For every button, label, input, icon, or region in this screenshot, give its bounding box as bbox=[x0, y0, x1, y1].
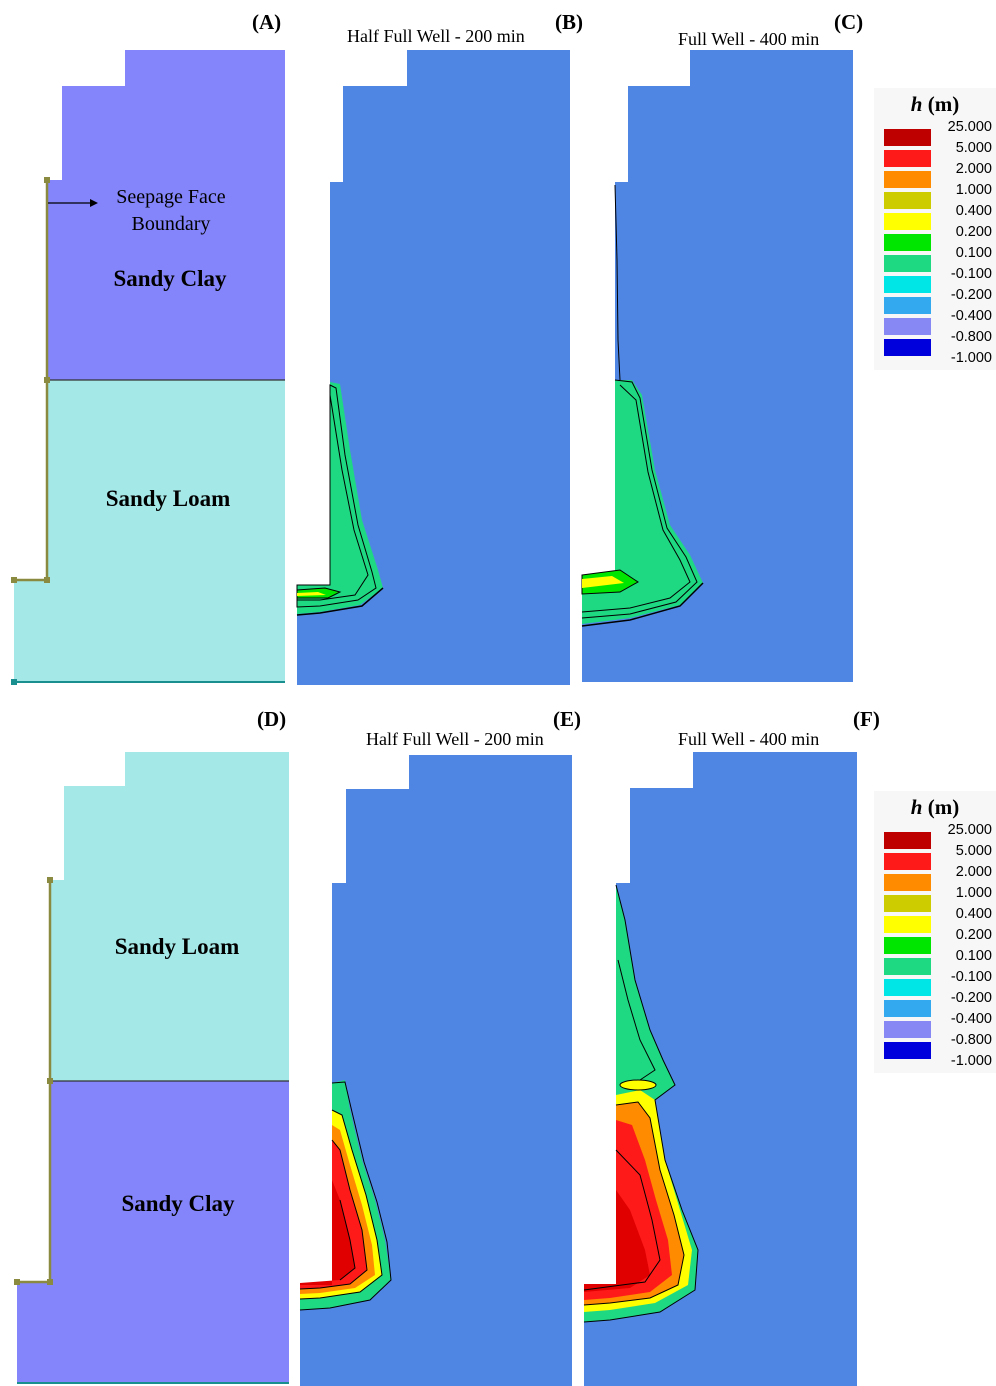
panel-label-c: (C) bbox=[834, 10, 864, 34]
legend-value: 25.000 bbox=[947, 119, 992, 135]
legend-swatch bbox=[884, 1000, 931, 1017]
legend-value: -0.800 bbox=[950, 329, 992, 345]
legend-title-unit: (m) bbox=[922, 92, 960, 116]
legend-swatch bbox=[884, 1042, 931, 1059]
legend-value: -0.100 bbox=[950, 266, 992, 282]
sandy-clay-layer bbox=[17, 1081, 289, 1383]
legend-value: 0.400 bbox=[955, 906, 992, 922]
legend-swatch bbox=[884, 853, 931, 870]
panel-title-c: Full Well - 400 min bbox=[678, 29, 820, 49]
legend-swatch bbox=[884, 255, 931, 272]
panel-label-a: (A) bbox=[252, 10, 282, 34]
legend-swatch bbox=[884, 171, 931, 188]
material-label-d-bottom: Sandy Clay bbox=[121, 1191, 235, 1216]
legend-value: -0.800 bbox=[950, 1032, 992, 1048]
legend-value: 0.200 bbox=[955, 224, 992, 240]
legend-value: 0.100 bbox=[955, 948, 992, 964]
panel-label-e: (E) bbox=[553, 707, 581, 731]
moisture-plume-b bbox=[297, 382, 383, 614]
legend-title: h (m) bbox=[874, 795, 996, 820]
legend-swatch bbox=[884, 150, 931, 167]
legend-value: -0.200 bbox=[950, 287, 992, 303]
legend-swatch bbox=[884, 234, 931, 251]
seepage-face-boundary bbox=[17, 880, 52, 1284]
legend-value: 2.000 bbox=[955, 161, 992, 177]
panel-label-f: (F) bbox=[853, 707, 880, 731]
legend-value: 0.100 bbox=[955, 245, 992, 261]
sandy-loam-layer bbox=[50, 752, 289, 1081]
legend-swatch bbox=[884, 958, 931, 975]
legend-swatch bbox=[884, 129, 931, 146]
moisture-plume-c bbox=[582, 380, 703, 624]
legend-value: -0.400 bbox=[950, 1011, 992, 1027]
legend-swatch bbox=[884, 192, 931, 209]
legend-value: 0.400 bbox=[955, 203, 992, 219]
legend-title-unit: (m) bbox=[922, 795, 960, 819]
soil-domain-b bbox=[297, 50, 570, 685]
legend-title-symbol: h bbox=[910, 795, 923, 819]
legend-swatch bbox=[884, 937, 931, 954]
soil-domain-f bbox=[584, 752, 857, 1386]
legend-value: -0.100 bbox=[950, 969, 992, 985]
material-label-d-top: Sandy Loam bbox=[114, 934, 240, 959]
legend-value: -1.000 bbox=[950, 1053, 992, 1069]
annotation-line-1: Seepage Face bbox=[116, 186, 226, 208]
seepage-face-boundary bbox=[14, 180, 49, 582]
moisture-plume-e bbox=[300, 1080, 391, 1310]
legend-swatch bbox=[884, 832, 931, 849]
legend-value: 1.000 bbox=[955, 885, 992, 901]
panel-title-b: Half Full Well - 200 min bbox=[347, 26, 525, 46]
legend-title: h (m) bbox=[874, 92, 996, 117]
panel-title-f: Full Well - 400 min bbox=[678, 729, 820, 749]
legend-swatch bbox=[884, 318, 931, 335]
moisture-plume-f bbox=[584, 885, 698, 1322]
legend-swatch bbox=[884, 213, 931, 230]
soil-domain-c bbox=[582, 50, 853, 682]
legend-bottom: h (m) 25.000 5.000 2.000 1.000 0.400 0.200 0.1… bbox=[874, 791, 996, 1073]
legend-value: -1.000 bbox=[950, 350, 992, 366]
legend-value: -0.200 bbox=[950, 990, 992, 1006]
legend-value: 0.200 bbox=[955, 927, 992, 943]
legend-swatch bbox=[884, 339, 931, 356]
legend-swatch bbox=[884, 874, 931, 891]
panel-title-e: Half Full Well - 200 min bbox=[366, 729, 544, 749]
legend-swatch bbox=[884, 1021, 931, 1038]
legend-top: h (m) 25.000 5.000 2.000 1.000 0.400 0.200 0.1… bbox=[874, 88, 996, 370]
legend-swatch bbox=[884, 979, 931, 996]
legend-swatch bbox=[884, 297, 931, 314]
annotation-line-2: Boundary bbox=[131, 213, 211, 235]
legend-title-symbol: h bbox=[910, 92, 923, 116]
legend-value: 5.000 bbox=[955, 140, 992, 156]
legend-swatch bbox=[884, 276, 931, 293]
material-label-a-bottom: Sandy Loam bbox=[105, 486, 231, 511]
legend-value: 25.000 bbox=[947, 822, 992, 838]
legend-value: 1.000 bbox=[955, 182, 992, 198]
panel-label-b: (B) bbox=[555, 10, 583, 34]
legend-value: 2.000 bbox=[955, 864, 992, 880]
legend-value: 5.000 bbox=[955, 843, 992, 859]
material-label-a-top: Sandy Clay bbox=[113, 266, 227, 291]
legend-swatch bbox=[884, 916, 931, 933]
sandy-loam-layer bbox=[14, 380, 285, 682]
panel-label-d: (D) bbox=[257, 707, 287, 731]
seepage-face-annotation: Seepage Face Boundary bbox=[96, 184, 246, 238]
soil-domain-e bbox=[300, 755, 572, 1386]
legend-swatch bbox=[884, 895, 931, 912]
legend-value: -0.400 bbox=[950, 308, 992, 324]
